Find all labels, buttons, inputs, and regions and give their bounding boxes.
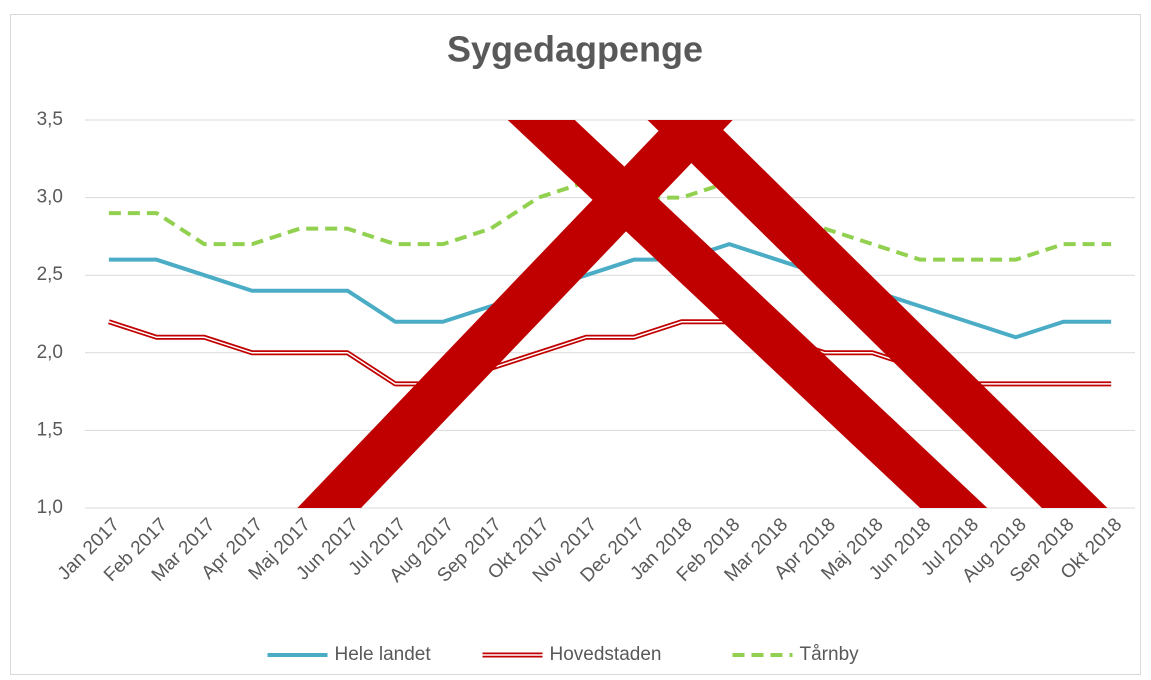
y-tick-label: 2,5 xyxy=(37,264,63,285)
y-tick-label: 1,0 xyxy=(37,497,63,518)
series-line xyxy=(108,180,1112,262)
legend-label: Hovedstaden xyxy=(550,644,662,665)
series-line xyxy=(108,242,1112,340)
legend-label: Hele landet xyxy=(335,644,432,665)
chart-title: Sygedagpenge xyxy=(447,29,703,70)
red-band xyxy=(297,120,733,508)
cross-out xyxy=(297,120,1108,508)
red-band xyxy=(507,120,988,508)
legend-label: Tårnby xyxy=(800,644,860,665)
y-tick-label: 3,0 xyxy=(37,187,63,208)
y-tick-label: 2,0 xyxy=(37,342,63,363)
y-tick-label: 1,5 xyxy=(37,419,63,440)
y-tick-label: 3,5 xyxy=(37,109,63,130)
red-band xyxy=(647,120,1108,508)
